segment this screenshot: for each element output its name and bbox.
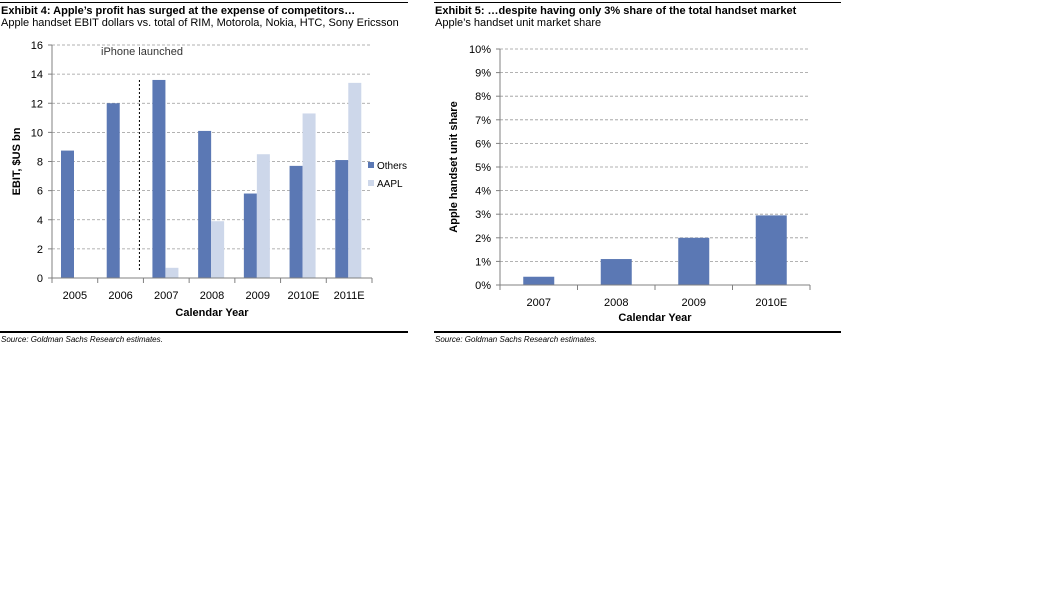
y-tick-label: 0% (475, 280, 491, 292)
bar-others (289, 165, 303, 278)
ebit-bar-chart: 0 2 4 6 8 10 12 14 16 2005 2006 2007 2008 2009 2010E 20… (11, 40, 407, 319)
y-tick-label: 12 (31, 98, 43, 110)
bar-aapl (165, 267, 179, 278)
bar-others (61, 150, 74, 278)
y-tick-label: 8 (37, 157, 43, 169)
x-tick-label: 2011E (334, 290, 365, 302)
x-tick-label: 2010E (288, 290, 320, 302)
bar-market-share (755, 215, 787, 285)
y-tick-label: 14 (31, 69, 43, 81)
bottom-rule (434, 331, 841, 333)
x-tick-label: 2009 (682, 297, 706, 309)
x-tick-label: 2007 (154, 290, 178, 302)
x-tick-label: 2006 (108, 290, 132, 302)
legend-swatch-aapl (368, 180, 374, 186)
bottom-rule (0, 331, 408, 333)
y-tick-label: 4% (475, 186, 491, 198)
y-tick-label: 10 (31, 127, 43, 139)
y-tick-label: 2 (37, 244, 43, 256)
bar-market-share (600, 259, 632, 285)
x-tick-label: 2008 (604, 297, 628, 309)
y-tick-label: 8% (475, 91, 491, 103)
x-tick-label: 2009 (245, 290, 269, 302)
market-share-bar-chart: 0% 1% 2% 3% 4% 5% 6% 7% 8% 9% 10% 2007 2008 2009 2010E… (448, 44, 811, 324)
annotation-iphone-launched: iPhone launched (101, 46, 183, 58)
bar-others (152, 79, 166, 278)
exhibit-title: Exhibit 5: …despite having only 3% share… (435, 5, 797, 17)
bar-aapl (302, 113, 316, 278)
y-tick-label: 6 (37, 186, 43, 198)
exhibit-subtitle: Apple’s handset unit market share (435, 17, 602, 29)
legend-label-others: Others (377, 161, 407, 172)
y-tick-label: 6% (475, 138, 491, 150)
bar-market-share (678, 237, 710, 285)
y-tick-label: 7% (475, 115, 491, 127)
y-tick-label: 4 (37, 215, 43, 227)
x-tick-label: 2008 (200, 290, 224, 302)
bar-aapl (348, 82, 362, 278)
x-axis-title: Calendar Year (618, 312, 692, 324)
legend-label-aapl: AAPL (377, 179, 403, 190)
x-tick-label: 2005 (63, 290, 87, 302)
top-rule (434, 2, 841, 3)
y-tick-label: 2% (475, 233, 491, 245)
y-tick-label: 16 (31, 40, 43, 52)
y-tick-label: 1% (475, 256, 491, 268)
x-axis-title: Calendar Year (175, 307, 249, 319)
y-tick-label: 9% (475, 68, 491, 80)
bar-aapl (256, 154, 270, 278)
y-axis-title: EBIT, $US bn (11, 127, 23, 195)
y-tick-label: 10% (469, 44, 491, 56)
legend-swatch-others (368, 162, 374, 168)
bar-aapl (211, 221, 225, 278)
y-tick-label: 0 (37, 273, 43, 285)
bar-others (243, 193, 257, 278)
bar-market-share (523, 276, 555, 285)
x-tick-label: 2007 (527, 297, 551, 309)
exhibit-title: Exhibit 4: Apple’s profit has surged at … (1, 5, 356, 17)
bar-others (106, 103, 120, 278)
bar-others (335, 160, 349, 278)
y-tick-label: 5% (475, 162, 491, 174)
bar-others (198, 130, 212, 278)
y-axis-title: Apple handset unit share (448, 101, 460, 232)
exhibit-subtitle: Apple handset EBIT dollars vs. total of … (1, 17, 399, 29)
x-tick-label: 2010E (755, 297, 787, 309)
top-rule (0, 2, 408, 3)
source-note: Source: Goldman Sachs Research estimates… (1, 335, 163, 344)
y-tick-label: 3% (475, 209, 491, 221)
source-note: Source: Goldman Sachs Research estimates… (435, 335, 597, 344)
